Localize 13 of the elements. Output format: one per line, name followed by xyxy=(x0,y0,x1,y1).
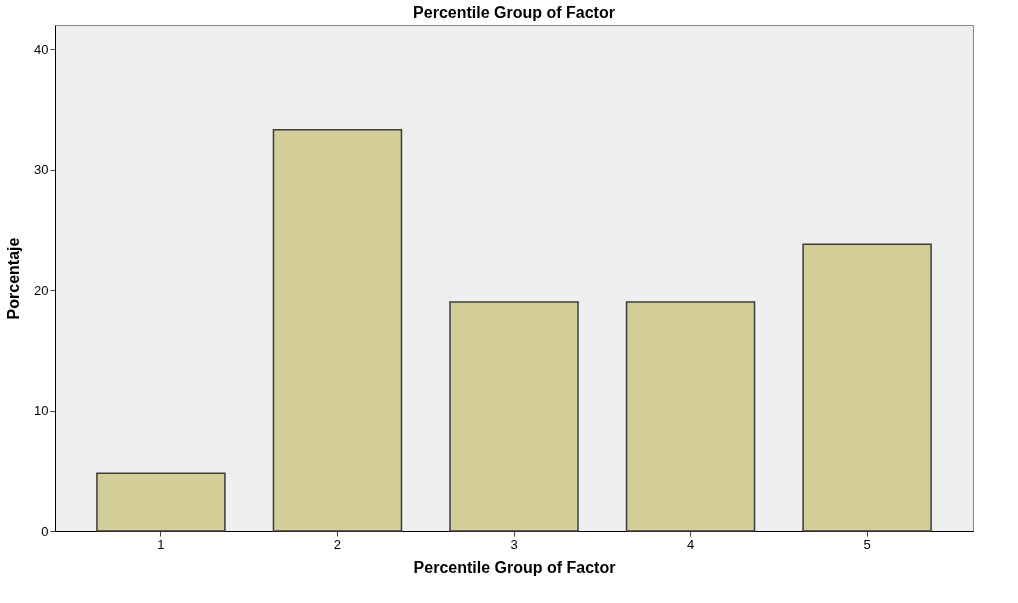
x-axis-title: Percentile Group of Factor xyxy=(413,558,616,576)
x-tick-label: 5 xyxy=(863,536,871,552)
x-tick-label: 1 xyxy=(157,536,165,552)
x-tick-label: 3 xyxy=(510,536,518,552)
chart-title: Percentile Group of Factor xyxy=(413,4,615,21)
x-tick-label: 2 xyxy=(333,536,342,552)
y-axis-title: Porcentaje xyxy=(5,237,23,320)
y-tick-label: 30 xyxy=(34,162,49,178)
y-tick-label: 20 xyxy=(34,282,49,298)
y-tick-label: 40 xyxy=(34,41,49,57)
y-tick-label: 10 xyxy=(34,403,49,419)
y-tick-label: 0 xyxy=(41,523,49,539)
x-tick-label: 4 xyxy=(686,536,695,552)
